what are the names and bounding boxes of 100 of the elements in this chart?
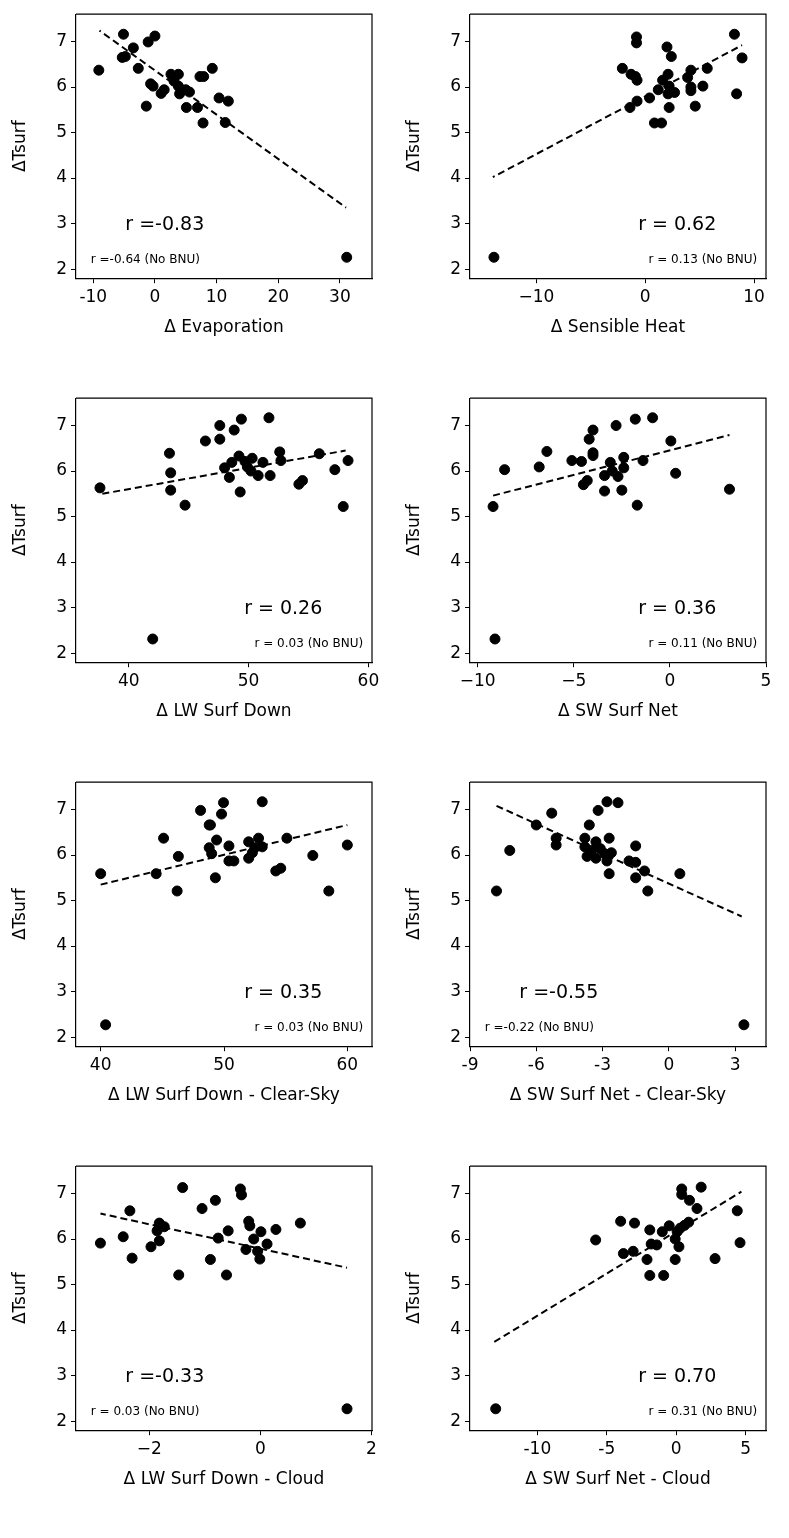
x-tick-label: 40 (89, 1053, 112, 1074)
x-axis-title: Δ SW Surf Net - Clear-Sky (509, 1084, 727, 1105)
y-tick-label: 6 (450, 75, 461, 96)
annotation: r = 0.11 (No BNU) (648, 635, 758, 650)
y-axis-title: ΔTsurf (402, 887, 423, 941)
y-tick-label: 2 (56, 1409, 67, 1430)
y-tick-label: 4 (56, 934, 67, 955)
y-tick-label: 2 (450, 1025, 461, 1046)
annotation: r = 0.03 (No BNU) (90, 1403, 200, 1418)
y-tick-label: 6 (56, 1227, 67, 1248)
y-tick-label: 5 (450, 888, 461, 909)
y-tick-label: 3 (450, 596, 461, 616)
y-tick-label: 4 (450, 550, 461, 571)
y-tick-label: 7 (450, 1181, 461, 1202)
annotation: r =-0.64 (No BNU) (90, 251, 200, 266)
x-tick-label: 5 (760, 669, 772, 690)
y-tick-label: 3 (56, 980, 67, 1000)
x-tick-label: −10 (459, 669, 496, 690)
x-axis-title: Δ Sensible Heat (550, 316, 686, 337)
x-tick-label: -9 (461, 1053, 479, 1074)
y-tick-label: 7 (450, 29, 461, 50)
x-tick-label: 20 (267, 285, 290, 306)
y-tick-label: 2 (450, 257, 461, 278)
y-tick-label: 3 (56, 1364, 67, 1384)
y-tick-label: 5 (450, 504, 461, 525)
y-tick-label: 3 (450, 1364, 461, 1384)
x-tick-label: 50 (237, 669, 260, 690)
x-tick-label: 10 (743, 285, 765, 306)
x-tick-label: 0 (664, 669, 676, 690)
annotation: r = 0.26 (244, 596, 323, 619)
y-tick-label: 2 (56, 257, 67, 278)
annotation: r =-0.83 (125, 212, 205, 235)
y-tick-label: 5 (450, 120, 461, 141)
annotation: r = 0.03 (No BNU) (254, 1019, 364, 1034)
y-tick-label: 5 (56, 888, 67, 909)
annotation: r = 0.31 (No BNU) (648, 1403, 758, 1418)
x-tick-label: 5 (740, 1437, 752, 1458)
y-tick-label: 5 (56, 504, 67, 525)
y-tick-label: 3 (56, 212, 67, 232)
x-tick-label: 2 (366, 1437, 377, 1458)
y-tick-label: 7 (450, 413, 461, 434)
y-tick-label: 4 (450, 1318, 461, 1339)
x-tick-label: −5 (561, 669, 587, 690)
x-tick-label: 0 (670, 1437, 682, 1458)
y-axis-title: ΔTsurf (8, 887, 29, 941)
x-axis-title: Δ SW Surf Net (558, 700, 679, 721)
y-tick-label: 7 (56, 29, 67, 50)
annotation: r = 0.35 (244, 980, 323, 1003)
y-tick-label: 4 (56, 550, 67, 571)
x-axis-title: Δ SW Surf Net - Cloud (525, 1468, 711, 1489)
annotation: r =-0.22 (No BNU) (484, 1019, 594, 1034)
x-tick-label: 60 (357, 669, 380, 690)
x-tick-label: 40 (117, 669, 140, 690)
annotation: r = 0.70 (638, 1364, 717, 1387)
y-tick-label: 5 (450, 1272, 461, 1293)
x-tick-label: -5 (598, 1437, 616, 1458)
y-tick-label: 6 (450, 459, 461, 480)
annotation: r =-0.55 (519, 980, 599, 1003)
annotation: r = 0.03 (No BNU) (254, 635, 364, 650)
x-tick-label: 0 (639, 285, 651, 306)
y-axis-title: ΔTsurf (402, 1271, 423, 1325)
x-tick-label: 0 (149, 285, 161, 306)
x-axis-title: Δ LW Surf Down - Clear-Sky (108, 1084, 340, 1105)
y-tick-label: 6 (56, 843, 67, 864)
y-tick-label: 3 (450, 212, 461, 232)
y-tick-label: 5 (56, 1272, 67, 1293)
x-tick-label: 0 (254, 1437, 266, 1458)
y-tick-label: 7 (56, 797, 67, 818)
x-axis-title: Δ LW Surf Down (156, 700, 292, 721)
annotation: r = 0.13 (No BNU) (648, 251, 758, 266)
y-axis-title: ΔTsurf (8, 1271, 29, 1325)
y-axis-title: ΔTsurf (8, 503, 29, 557)
y-tick-label: 2 (450, 641, 461, 662)
x-tick-label: 0 (663, 1053, 675, 1074)
y-tick-label: 6 (56, 75, 67, 96)
y-axis-title: ΔTsurf (402, 503, 423, 557)
x-tick-label: −2 (136, 1437, 162, 1458)
x-axis-title: Δ Evaporation (164, 316, 284, 337)
y-tick-label: 3 (56, 596, 67, 616)
x-tick-label: -10 (79, 285, 108, 306)
y-tick-label: 2 (450, 1409, 461, 1430)
y-tick-label: 7 (56, 1181, 67, 1202)
y-tick-label: 4 (56, 166, 67, 187)
y-tick-label: 2 (56, 641, 67, 662)
x-tick-label: 10 (205, 285, 228, 306)
y-tick-label: 6 (450, 843, 461, 864)
annotation: r = 0.36 (638, 596, 717, 619)
x-tick-label: -10 (523, 1437, 552, 1458)
x-tick-label: -6 (527, 1053, 545, 1074)
y-tick-label: 3 (450, 980, 461, 1000)
x-tick-label: −10 (518, 285, 555, 306)
y-tick-label: 6 (56, 459, 67, 480)
y-tick-label: 4 (450, 934, 461, 955)
annotation: r =-0.33 (125, 1364, 205, 1387)
y-tick-label: 4 (450, 166, 461, 187)
y-tick-label: 2 (56, 1025, 67, 1046)
y-tick-label: 5 (56, 120, 67, 141)
y-tick-label: 4 (56, 1318, 67, 1339)
y-tick-label: 6 (450, 1227, 461, 1248)
x-tick-label: 30 (329, 285, 351, 306)
